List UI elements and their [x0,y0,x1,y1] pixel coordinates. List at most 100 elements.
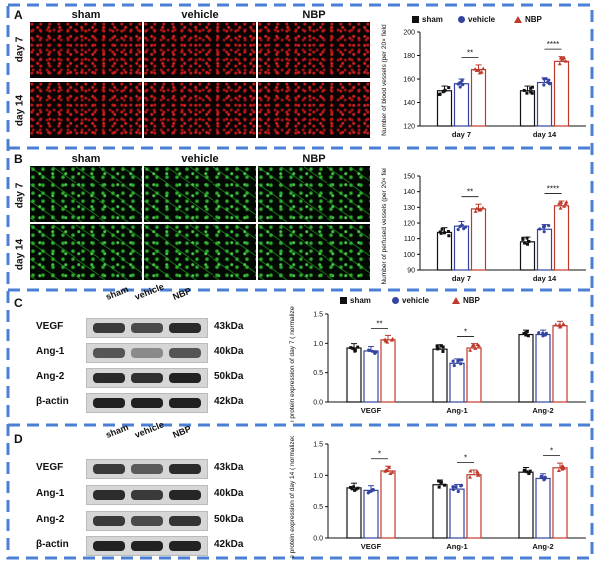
data-point [390,336,395,341]
bar [466,347,482,403]
data-point [528,469,532,473]
bar [552,325,568,403]
panel-d-protein-ang2: Ang-2 [36,514,65,525]
legend-a-sham-label: sham [422,15,443,24]
panel-c-kda-ang1: 40kDa [214,346,244,357]
bar [346,487,362,539]
blot-d-vegf [86,459,208,479]
panel-c-protein-ang2: Ang-2 [36,371,65,382]
data-point [522,88,526,92]
data-point [452,363,456,368]
data-point [356,345,360,349]
data-point [529,86,533,90]
x-tick-label: day 7 [452,130,471,139]
legend-a-vehicle-label: vehicle [468,15,496,24]
panel-b-row-day14: day 14 [14,238,26,271]
bar [466,474,482,539]
x-tick-label: Ang-2 [532,406,553,415]
data-point [539,474,543,479]
panel-c-protein-ang1: Ang-1 [36,346,65,357]
data-point [557,61,562,66]
significance-label: **** [547,185,559,194]
blot-d-ang1 [86,485,208,505]
panel-d-protein-ang1: Ang-1 [36,488,65,499]
chart-blood-vessels: Number of blood vessels (per 20× field) 1… [381,24,586,139]
panel-a-col-sham: sham [71,9,101,21]
legend-a-vehicle: vehicle [458,15,495,24]
data-point [562,204,567,208]
chart-protein-day14: Relative protein expression of day 14 ( … [289,436,586,558]
data-point [385,468,390,473]
bar [552,467,568,539]
x-tick-label: Ang-2 [532,542,553,551]
data-point [527,472,531,476]
micrograph-a-vehicle-day14 [144,82,256,138]
legend-a-sham: sham [412,15,443,24]
data-point [525,236,529,240]
data-point [553,322,558,327]
data-point [442,231,446,235]
bar [346,347,362,403]
micrograph-a-sham-day7 [30,22,142,78]
data-point [441,349,445,353]
y-tick-label: 140 [403,189,415,196]
bar [519,90,536,127]
blot-c-bactin [86,393,208,413]
data-point [440,227,444,231]
data-point [521,237,525,241]
data-point [526,334,530,338]
data-point [439,480,443,484]
panel-b-letter: B [14,152,23,166]
data-point [537,331,541,335]
legend-c-vehicle-label: vehicle [402,296,430,305]
y-tick-label: 150 [403,174,415,181]
bar [536,81,553,127]
chart-perfused-vessels: Number of perfused vessels (per 20× fiel… [381,168,586,285]
legend-triangle-icon [514,16,522,23]
data-point [367,490,371,494]
data-point [354,487,358,491]
significance-label: * [464,328,467,337]
legend-c-nbp: NBP [452,296,480,305]
y-tick-label: 160 [403,77,415,84]
data-point [542,230,546,234]
data-point [349,346,353,350]
data-point [547,223,551,228]
significance-label: * [464,453,467,462]
data-point [558,324,563,328]
data-point [441,345,445,349]
y-tick-label: 130 [403,205,415,212]
x-tick-label: Ang-1 [446,542,467,551]
bar [535,333,551,403]
data-point [476,473,481,477]
data-point [522,332,526,336]
y-tick-label: 180 [403,53,415,60]
data-point [451,359,455,363]
data-point [456,227,460,232]
data-point [467,475,472,479]
data-point [390,470,395,474]
x-tick-label: day 14 [533,274,557,283]
data-point [456,489,460,494]
data-point [522,469,526,473]
blot-d-bactin [86,536,208,556]
data-point [438,92,442,96]
data-point [388,471,393,475]
y-axis-label: Number of perfused vessels (per 20× fiel… [381,168,388,285]
bar [449,362,465,403]
y-tick-label: 1.5 [313,442,323,449]
data-point [480,205,485,210]
legend-c-vehicle: vehicle [392,296,429,305]
y-axis-label: Number of blood vessels (per 20× field) [381,24,388,136]
data-point [523,241,527,245]
bar [432,348,448,403]
y-tick-label: 0.5 [313,370,323,377]
data-point [459,484,463,488]
data-point [446,229,450,233]
y-tick-label: 120 [403,124,415,131]
x-tick-label: VEGF [361,542,382,551]
significance-label: * [378,450,381,459]
data-point [458,85,462,89]
blot-c-ang1 [86,343,208,363]
y-tick-label: 1.5 [313,312,323,319]
